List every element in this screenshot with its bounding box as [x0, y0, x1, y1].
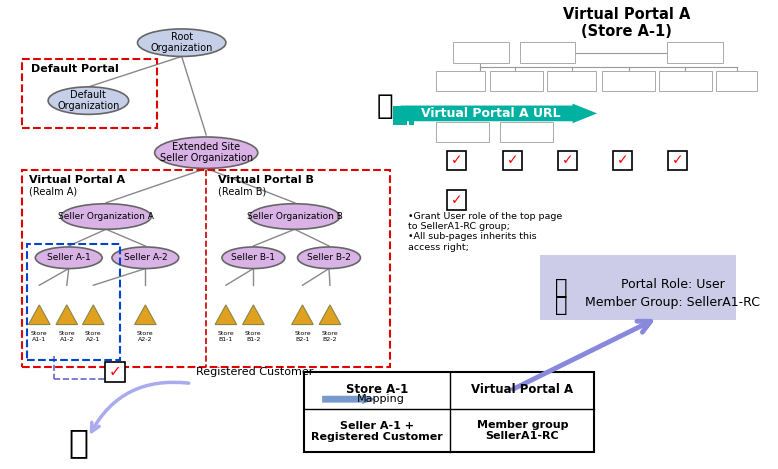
Bar: [447, 151, 467, 170]
Text: (Realm B): (Realm B): [218, 187, 266, 197]
Bar: [393, 106, 407, 125]
Text: Seller Organization A: Seller Organization A: [58, 212, 154, 221]
Text: ✓: ✓: [617, 153, 629, 167]
FancyBboxPatch shape: [490, 71, 543, 91]
Text: Virtual Portal A: Virtual Portal A: [30, 175, 125, 185]
Text: Member group
SellerA1-RC: Member group SellerA1-RC: [477, 420, 568, 441]
FancyBboxPatch shape: [500, 122, 553, 142]
Bar: [105, 362, 124, 381]
Ellipse shape: [250, 204, 340, 229]
Ellipse shape: [61, 204, 151, 229]
Bar: [558, 151, 577, 170]
Ellipse shape: [35, 247, 102, 269]
Text: •Grant User role of the top page
to SellerA1-RC group;
•All sub-pages inherits t: •Grant User role of the top page to Sell…: [408, 212, 562, 252]
Text: Store
B1-1: Store B1-1: [218, 331, 234, 342]
Polygon shape: [243, 305, 265, 325]
Ellipse shape: [297, 247, 360, 269]
Text: 👤: 👤: [68, 426, 89, 459]
Ellipse shape: [112, 247, 179, 269]
Text: Virtual Portal B: Virtual Portal B: [218, 175, 314, 185]
Text: Mapping: Mapping: [357, 394, 405, 404]
Text: Registered Customer: Registered Customer: [196, 367, 314, 377]
Text: ✓: ✓: [562, 153, 573, 167]
Ellipse shape: [222, 247, 285, 269]
Text: 👥: 👥: [555, 295, 568, 315]
Text: (Realm A): (Realm A): [30, 187, 78, 197]
Bar: [613, 151, 633, 170]
FancyBboxPatch shape: [602, 71, 655, 91]
Text: Seller Organization B: Seller Organization B: [247, 212, 342, 221]
Text: Root
Organization: Root Organization: [150, 32, 213, 53]
Text: Seller B-2: Seller B-2: [307, 253, 351, 262]
FancyBboxPatch shape: [716, 71, 757, 91]
FancyArrow shape: [401, 104, 597, 123]
FancyBboxPatch shape: [453, 42, 509, 63]
Polygon shape: [319, 305, 341, 325]
Text: Virtual Portal A URL: Virtual Portal A URL: [421, 107, 561, 120]
Text: Store
A2-2: Store A2-2: [137, 331, 154, 342]
Ellipse shape: [155, 137, 258, 168]
Polygon shape: [135, 305, 156, 325]
FancyBboxPatch shape: [667, 42, 723, 63]
Polygon shape: [292, 305, 314, 325]
FancyBboxPatch shape: [436, 71, 485, 91]
FancyBboxPatch shape: [547, 71, 596, 91]
Bar: [503, 151, 523, 170]
Text: Seller A-1: Seller A-1: [47, 253, 90, 262]
Text: Store
B1-2: Store B1-2: [245, 331, 261, 342]
Text: ✓: ✓: [506, 153, 518, 167]
Text: Default Portal: Default Portal: [31, 64, 119, 74]
Text: Store
A1-2: Store A1-2: [58, 331, 75, 342]
Text: Seller A-1 +
Registered Customer: Seller A-1 + Registered Customer: [311, 421, 443, 442]
Text: ✓: ✓: [451, 153, 462, 167]
Text: Store
B2-1: Store B2-1: [294, 331, 310, 342]
Text: ✓: ✓: [451, 193, 462, 207]
Text: Portal Role: User: Portal Role: User: [621, 278, 724, 291]
Text: Store
A2-1: Store A2-1: [85, 331, 102, 342]
Text: Default
Organization: Default Organization: [58, 90, 120, 112]
FancyArrow shape: [322, 394, 376, 404]
Text: Seller B-1: Seller B-1: [231, 253, 275, 262]
Bar: [668, 151, 688, 170]
Text: Extended Site
Seller Organization: Extended Site Seller Organization: [159, 142, 253, 164]
Text: Store
A1-1: Store A1-1: [31, 331, 47, 342]
Text: ✓: ✓: [672, 153, 683, 167]
Polygon shape: [215, 305, 237, 325]
Bar: [304, 372, 594, 452]
Polygon shape: [29, 305, 50, 325]
FancyBboxPatch shape: [520, 42, 576, 63]
FancyBboxPatch shape: [659, 71, 712, 91]
Text: Store A-1: Store A-1: [346, 383, 408, 396]
FancyBboxPatch shape: [540, 255, 735, 320]
Polygon shape: [56, 305, 78, 325]
Bar: [447, 190, 467, 210]
Ellipse shape: [138, 29, 226, 56]
Text: 🧍: 🧍: [555, 278, 568, 298]
Text: Virtual Portal A
(Store A-1): Virtual Portal A (Store A-1): [562, 7, 690, 39]
Text: Member Group: SellerA1-RC: Member Group: SellerA1-RC: [585, 296, 760, 310]
Text: 👤: 👤: [377, 91, 394, 120]
Text: Virtual Portal A: Virtual Portal A: [471, 383, 573, 396]
FancyBboxPatch shape: [436, 122, 489, 142]
Ellipse shape: [48, 87, 128, 114]
Text: ✓: ✓: [108, 364, 121, 379]
Text: Seller A-2: Seller A-2: [124, 253, 167, 262]
Text: Store
B2-2: Store B2-2: [321, 331, 338, 342]
Polygon shape: [82, 305, 104, 325]
Bar: [408, 106, 415, 125]
